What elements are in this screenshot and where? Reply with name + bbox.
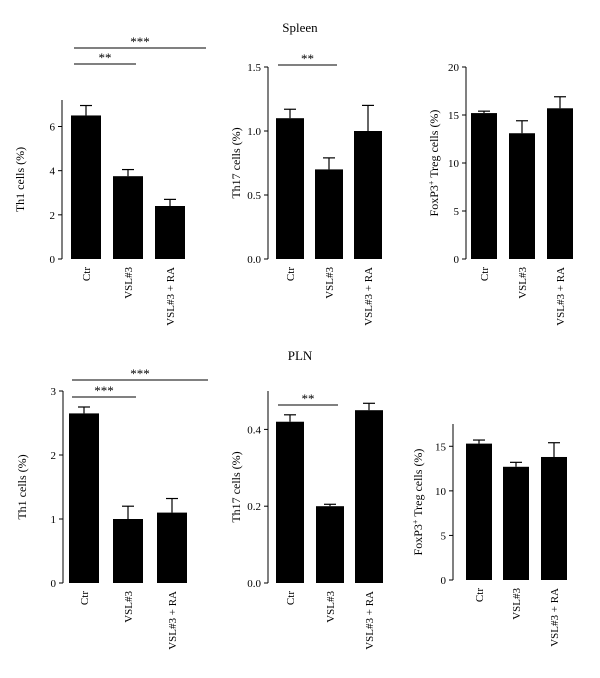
y-tick-label: 0.0: [247, 578, 261, 590]
bar-vsl-3-ra: [155, 206, 185, 259]
bar-ctr: [276, 118, 304, 259]
y-tick-label: 0: [441, 575, 447, 587]
x-tick-label: Ctr: [285, 267, 297, 281]
bar-vsl-3-ra: [541, 456, 567, 580]
bar-ctr: [471, 113, 497, 259]
x-tick-label: Ctr: [81, 267, 93, 281]
y-tick-label: 5: [454, 206, 460, 218]
panel-pln-th1: 0 1 2 3 Th1 cells (%) Ctr VSL#3 VSL#3 + RA *** **…: [15, 366, 208, 650]
y-tick-label: 1: [51, 514, 57, 526]
bar-vsl-3: [315, 169, 343, 259]
bar-vsl-3: [509, 133, 535, 259]
significance-label: **: [301, 51, 314, 66]
x-tick-label: Ctr: [79, 591, 91, 605]
y-axis-label: Th1 cells (%): [15, 454, 29, 519]
y-tick-label: 0.5: [247, 190, 261, 202]
x-tick-label: VSL#3 + RA: [364, 591, 376, 650]
panel-spleen-th17: 0.0 0.5 1.0 1.5 Th17 cells (%) Ctr VSL#3 VSL#3 …: [229, 51, 382, 326]
bar-ctr: [69, 413, 99, 583]
x-tick-label: VSL#3 + RA: [555, 267, 567, 326]
x-tick-label: VSL#3 + RA: [167, 591, 179, 650]
panel-pln-treg: 0 5 10 15 FoxP3+ Treg cells (%) Ctr VSL#3 VSL#3…: [411, 424, 567, 647]
y-tick-label: 20: [448, 62, 460, 74]
y-tick-label: 6: [50, 122, 56, 134]
y-tick-label: 10: [435, 486, 447, 498]
y-tick-label: 4: [50, 166, 56, 178]
bar-vsl-3: [113, 519, 143, 583]
y-tick-label: 0: [454, 254, 460, 266]
y-tick-label: 10: [448, 158, 460, 170]
y-tick-label: 15: [448, 110, 460, 122]
x-tick-label: VSL#3: [511, 588, 523, 620]
y-tick-label: 0: [51, 578, 57, 590]
significance-label: ***: [130, 34, 150, 49]
x-tick-label: Ctr: [474, 588, 486, 602]
y-tick-label: 1.0: [247, 126, 261, 138]
y-tick-label: 1.5: [247, 62, 261, 74]
y-tick-label: 5: [441, 530, 447, 542]
x-tick-label: VSL#3: [123, 591, 135, 623]
x-tick-label: Ctr: [479, 267, 491, 281]
y-axis-label: Th17 cells (%): [229, 127, 243, 198]
bar-vsl-3: [113, 176, 143, 259]
y-axis-label: FoxP3+ Treg cells (%): [411, 449, 426, 556]
y-tick-label: 2: [51, 450, 57, 462]
y-tick-label: 0.4: [247, 424, 261, 436]
y-axis-label: Th1 cells (%): [13, 147, 27, 212]
x-tick-label: VSL#3: [325, 591, 337, 623]
panel-spleen-treg: 0 5 10 15 20 FoxP3+ Treg cells (%) Ctr VSL#3 VSL…: [427, 62, 573, 326]
significance-label: **: [302, 391, 315, 406]
bar-vsl-3-ra: [157, 512, 187, 583]
significance-label: **: [99, 50, 112, 65]
y-axis-label: FoxP3+ Treg cells (%): [427, 110, 442, 217]
x-tick-label: VSL#3: [123, 267, 135, 299]
bar-ctr: [466, 443, 492, 580]
x-tick-label: VSL#3 + RA: [549, 588, 561, 647]
y-tick-label: 3: [51, 386, 57, 398]
bar-vsl-3-ra: [354, 131, 382, 259]
x-tick-label: VSL#3: [324, 267, 336, 299]
bar-vsl-3-ra: [547, 108, 573, 259]
section-title-pln: PLN: [287, 348, 313, 363]
significance-label: ***: [94, 383, 114, 398]
bar-ctr: [71, 115, 101, 259]
bar-vsl-3: [316, 506, 344, 583]
y-tick-label: 0.2: [247, 501, 261, 513]
significance-label: ***: [130, 366, 150, 381]
x-tick-label: VSL#3 + RA: [363, 267, 375, 326]
y-tick-label: 15: [435, 441, 447, 453]
x-tick-label: VSL#3 + RA: [165, 267, 177, 326]
bar-vsl-3-ra: [355, 410, 383, 583]
section-title-spleen: Spleen: [282, 20, 318, 35]
y-tick-label: 0: [50, 254, 56, 266]
bar-vsl-3: [503, 466, 529, 580]
bar-ctr: [276, 421, 304, 583]
panel-pln-th17: 0.0 0.2 0.4 Th17 cells (%) Ctr VSL#3 VSL#3 + R…: [229, 391, 383, 650]
x-tick-label: VSL#3: [517, 267, 529, 299]
y-axis-label: Th17 cells (%): [229, 451, 243, 522]
y-tick-label: 2: [50, 210, 56, 222]
x-tick-label: Ctr: [285, 591, 297, 605]
y-tick-label: 0.0: [247, 254, 261, 266]
